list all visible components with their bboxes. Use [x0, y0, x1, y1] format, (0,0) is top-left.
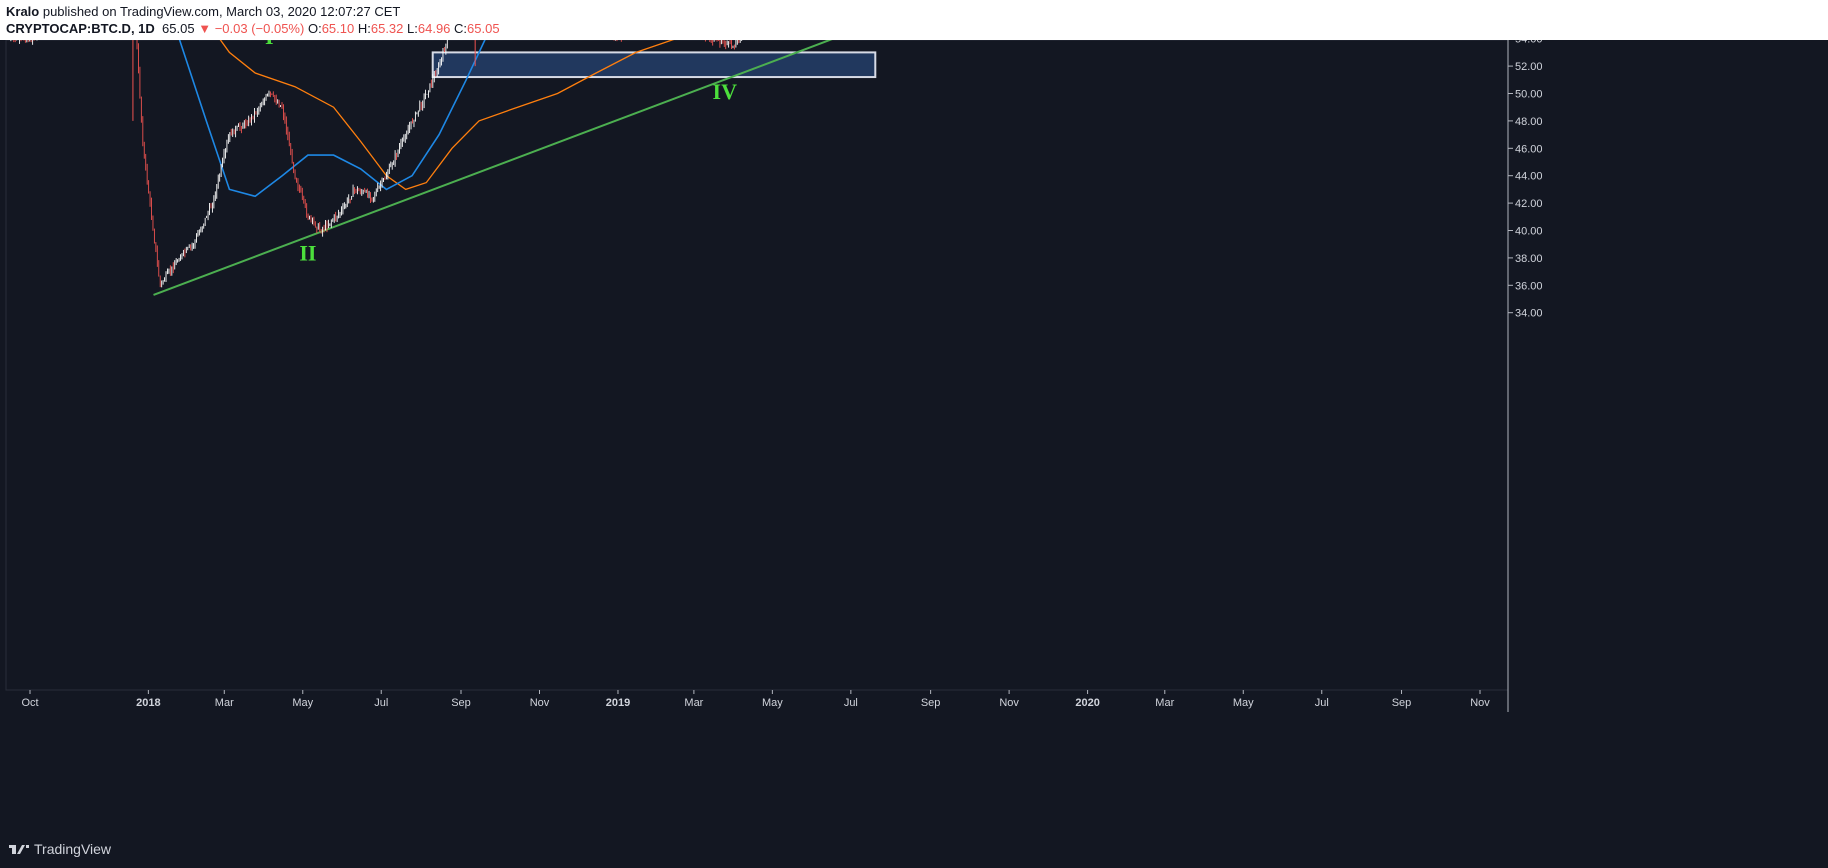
x-tick-label: 2018 [136, 697, 160, 709]
x-tick-label: May [1233, 697, 1254, 709]
plot-frame [5, 40, 1509, 691]
x-tick-label: Mar [1155, 697, 1174, 709]
x-tick-label: Mar [215, 697, 234, 709]
x-tick-label: Nov [530, 697, 550, 709]
x-tick-label: Sep [921, 697, 941, 709]
y-tick-label: 38.00 [1515, 253, 1543, 265]
symbol-info: CRYPTOCAP:BTC.D, 1D 65.05 ▼ −0.03 (−0.05… [6, 21, 500, 36]
publish-info: Kralo published on TradingView.com, Marc… [6, 4, 400, 19]
published-text: published on TradingView.com, March 03, … [39, 4, 401, 19]
high-value: 65.32 [370, 21, 404, 36]
x-tick-label: 2019 [606, 697, 630, 709]
down-arrow-icon: ▼ [198, 21, 212, 36]
chart-header: Kralo published on TradingView.com, Marc… [0, 0, 1828, 40]
trendline-1 [153, 40, 833, 296]
y-tick-label: 42.00 [1515, 198, 1543, 210]
author-name[interactable]: Kralo [6, 4, 40, 19]
x-tick-label: Jul [844, 697, 858, 709]
x-tick-label: Jul [1315, 697, 1329, 709]
high-label: H: [357, 21, 371, 36]
close-label: C: [454, 21, 468, 36]
y-tick-label: 40.00 [1515, 226, 1543, 238]
brand-name: TradingView [34, 841, 112, 857]
x-tick-label: 2020 [1075, 697, 1099, 709]
chart-footer: TradingView [0, 830, 1828, 868]
y-tick-label: 50.00 [1515, 89, 1543, 101]
price-chart[interactable]: 34.00 36.00 38.00 40.00 42.00 44.00 46.00 48.00… [0, 40, 1828, 830]
ma-orange-line [219, 40, 675, 191]
x-tick-label: May [292, 697, 313, 709]
x-tick-label: Nov [999, 697, 1019, 709]
last-price: 65.05 [162, 21, 195, 36]
tradingview-logo-icon [9, 845, 29, 854]
open-value: 65.10 [321, 21, 355, 36]
y-tick-label: 52.00 [1515, 61, 1543, 73]
y-tick-label: 34.00 [1515, 308, 1543, 320]
tradingview-logo[interactable]: TradingView [8, 841, 111, 857]
y-tick-label: 36.00 [1515, 280, 1543, 292]
low-value: 64.96 [417, 21, 451, 36]
wave-label: IV [713, 79, 738, 104]
candles-group [10, 40, 743, 288]
open-label: O: [307, 21, 322, 36]
ma-blue-line [178, 40, 486, 198]
x-tick-label: Nov [1470, 697, 1490, 709]
symbol-name[interactable]: CRYPTOCAP:BTC.D, 1D [6, 21, 155, 36]
wave-label: I [265, 40, 274, 49]
y-tick-label: 48.00 [1515, 116, 1543, 128]
x-tick-label: Sep [1392, 697, 1412, 709]
y-tick-label: 44.00 [1515, 171, 1543, 183]
wave-labels-group: IIIIIIIVV12345(A)(B)(C)(a)(b)(c)iiiviiii… [265, 40, 738, 265]
price-change: −0.03 (−0.05%) [214, 21, 305, 36]
x-tick-label: Jul [374, 697, 388, 709]
wave-label: II [299, 240, 316, 265]
y-tick-label: 54.00 [1515, 40, 1543, 46]
close-value: 65.05 [467, 21, 500, 36]
x-tick-label: Mar [684, 697, 703, 709]
x-tick-label: May [762, 697, 783, 709]
x-tick-label: Sep [451, 697, 471, 709]
zone-box-1 [431, 51, 877, 79]
y-tick-label: 46.00 [1515, 143, 1543, 155]
x-tick-label: Oct [21, 697, 38, 709]
low-label: L: [407, 21, 418, 36]
